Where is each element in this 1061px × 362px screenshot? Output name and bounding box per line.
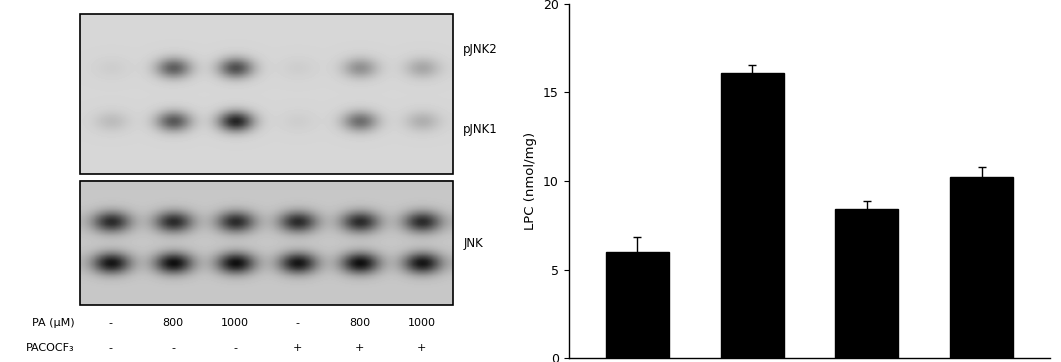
Text: 1000: 1000: [221, 318, 249, 328]
Y-axis label: LPC (nmol/mg): LPC (nmol/mg): [524, 132, 537, 230]
Text: -: -: [171, 343, 175, 353]
Text: -: -: [295, 318, 299, 328]
Bar: [606, 252, 668, 358]
Text: pJNK1: pJNK1: [464, 123, 498, 136]
Bar: [720, 73, 784, 358]
Text: +: +: [354, 343, 364, 353]
Text: JNK: JNK: [464, 237, 483, 249]
Bar: [80, 14, 453, 174]
Text: +: +: [417, 343, 427, 353]
Text: 1000: 1000: [407, 318, 436, 328]
Bar: [835, 209, 899, 358]
Text: PA (μM): PA (μM): [32, 318, 74, 328]
Text: 800: 800: [349, 318, 370, 328]
Text: +: +: [293, 343, 302, 353]
Text: -: -: [109, 343, 112, 353]
Text: -: -: [233, 343, 238, 353]
Text: PACOCF₃: PACOCF₃: [25, 343, 74, 353]
Bar: [950, 177, 1013, 358]
Bar: [80, 181, 453, 305]
Text: 800: 800: [162, 318, 184, 328]
Text: pJNK2: pJNK2: [464, 43, 498, 56]
Text: -: -: [109, 318, 112, 328]
